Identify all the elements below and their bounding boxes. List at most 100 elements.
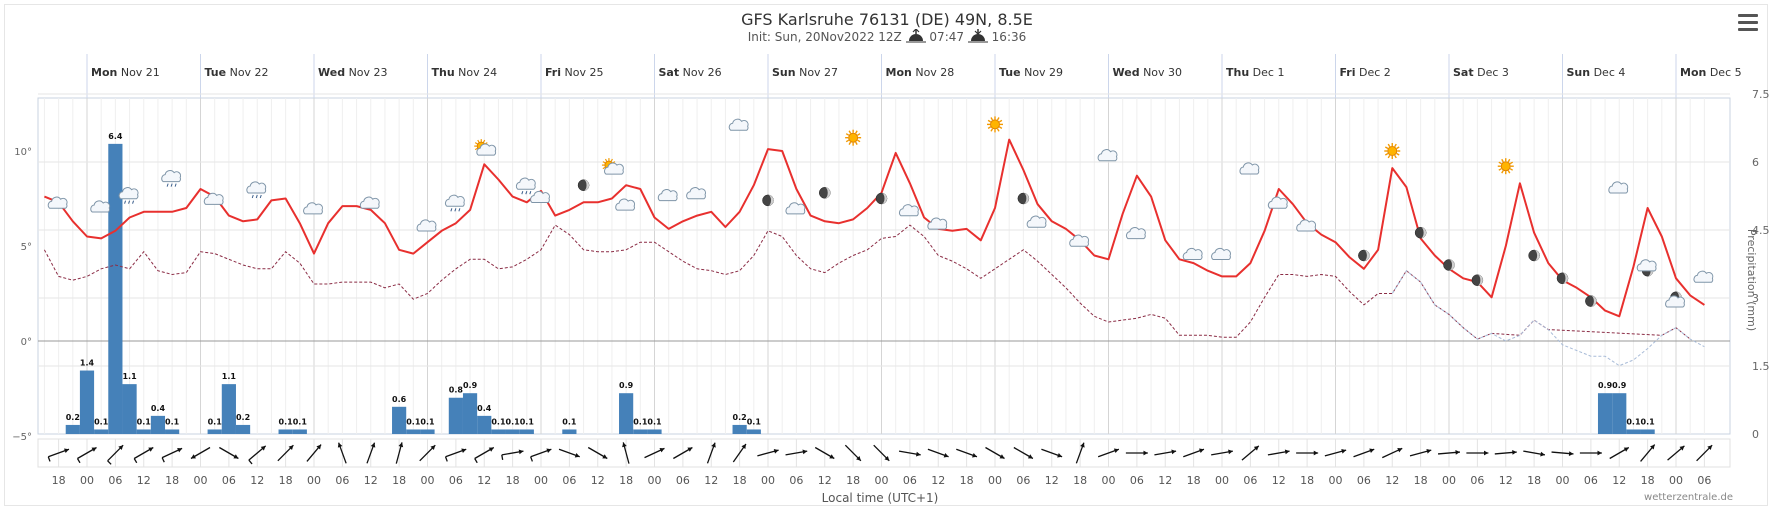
hour-label: 00 <box>307 474 321 487</box>
wind-arrow-head <box>190 454 196 459</box>
cloud-icon <box>90 200 111 213</box>
wind-arrow-head <box>687 447 693 452</box>
moon-icon <box>577 179 590 191</box>
wind-arrow-head <box>546 448 552 453</box>
day-labels: Mon Nov 21 Tue Nov 22 Wed Nov 23 Thu Nov 24… <box>91 66 1742 79</box>
day-date: Dec 2 <box>1356 66 1391 79</box>
day-dow: Sun <box>772 66 796 79</box>
precip-bar <box>278 429 293 434</box>
wind-arrow-head <box>260 445 266 451</box>
cloud-icon <box>1097 149 1118 162</box>
sunrise-icon <box>905 28 926 43</box>
horizontal-grid <box>38 93 1730 367</box>
cloud-icon <box>47 196 68 209</box>
moon-phase-icon <box>1562 272 1568 284</box>
precip-label: 0.1 <box>406 417 421 426</box>
wind-arrow-head <box>1284 449 1290 455</box>
raindrop-icon <box>170 183 173 187</box>
precip-label: 0.8 <box>449 386 464 395</box>
day-dow: Fri <box>1340 66 1356 79</box>
wind-arrow <box>133 446 154 464</box>
menu-bar <box>1738 28 1758 31</box>
left-tick-label: 0° <box>21 337 32 348</box>
day-dow: Tue <box>999 66 1021 79</box>
wind-arrow <box>306 444 322 462</box>
hour-label: 18 <box>52 474 66 487</box>
moon-phase-icon <box>881 193 888 204</box>
rain-icon <box>444 194 465 212</box>
cloud-icon <box>515 177 536 190</box>
wind-arrow <box>474 446 495 464</box>
wind-arrow-head <box>1171 449 1177 455</box>
wind-arrow-head <box>622 442 627 448</box>
sun-ray-icon <box>1394 143 1397 148</box>
dewpoint-low-line <box>1391 269 1705 367</box>
cloud-icon <box>1267 196 1288 209</box>
sun-ray-icon <box>1396 146 1400 150</box>
hour-label: 12 <box>818 474 832 487</box>
wind-arrow-head <box>1080 442 1085 448</box>
precip-bar <box>477 415 492 434</box>
wind-barb <box>444 456 448 462</box>
wind-arrow-head <box>856 455 861 461</box>
init-time: Init: Sun, 20Nov2022 12Z <box>747 30 902 44</box>
cloud-icon <box>303 202 323 215</box>
wind-arrow <box>1183 448 1205 458</box>
wind-barb <box>161 457 165 463</box>
menu-bar <box>1738 21 1758 24</box>
wind-arrow-head <box>773 448 779 454</box>
right-axis-ticks: 7.5 6 4.5 3 1.5 0 <box>1752 88 1770 441</box>
wind-arrow <box>587 446 608 460</box>
hour-label: 06 <box>449 474 463 487</box>
wind-arrow-head <box>1679 445 1685 451</box>
temperature-line <box>44 138 1705 318</box>
raindrop-icon <box>259 194 262 199</box>
hour-label: 12 <box>1045 474 1059 487</box>
chart-title: GFS Karlsruhe 76131 (DE) 49N, 8.5E <box>741 10 1033 29</box>
cloud-icon <box>1636 259 1657 272</box>
hour-label: 06 <box>1243 474 1257 487</box>
rain-icon <box>118 187 139 204</box>
rain-icon <box>515 177 536 195</box>
wind-arrow <box>76 446 97 464</box>
cloud-icon <box>927 217 948 230</box>
hour-label: 00 <box>761 474 775 487</box>
moon-phase-icon <box>1363 250 1370 261</box>
wind-arrow <box>757 448 779 457</box>
wind-arrow <box>530 448 552 462</box>
raindrop-icon <box>454 208 457 212</box>
raindrop-icon <box>166 183 169 187</box>
hamburger-menu-icon[interactable] <box>1738 14 1758 32</box>
wind-arrow-head <box>741 443 746 449</box>
wind-arrow-head <box>915 451 921 457</box>
sun-ray-icon <box>1507 170 1511 174</box>
sun-cloud-icon <box>601 158 624 175</box>
cloud-icon <box>1182 247 1203 260</box>
cloud-icon <box>1239 162 1260 175</box>
day-label: Mon Nov 28 <box>886 66 955 79</box>
weather-icons <box>47 116 1714 308</box>
hour-label: 12 <box>1385 474 1399 487</box>
hour-label: 06 <box>1697 474 1711 487</box>
wind-arrow <box>1013 446 1034 460</box>
sun-ray-icon <box>845 139 850 143</box>
precip-bar <box>1612 393 1627 434</box>
precip-bar <box>420 429 435 434</box>
cloud-icon <box>1182 247 1203 260</box>
wind-arrow-head <box>91 447 97 452</box>
day-dow: Sat <box>659 66 680 79</box>
hour-label: 00 <box>534 474 548 487</box>
hour-label: 00 <box>1329 474 1343 487</box>
hour-label: 00 <box>421 474 435 487</box>
day-dow: Tue <box>205 66 227 79</box>
wind-arrow-head <box>430 445 436 451</box>
day-dow: Fri <box>545 66 561 79</box>
right-tick-label: 0 <box>1752 428 1759 441</box>
wind-arrow <box>190 446 211 460</box>
left-axis-ticks: 10° 5° 0° −5° <box>12 147 32 443</box>
day-label: Thu Dec 1 <box>1226 66 1284 79</box>
precip-bar <box>207 429 222 434</box>
precip-bar <box>136 429 151 434</box>
wind-arrow <box>673 446 693 460</box>
